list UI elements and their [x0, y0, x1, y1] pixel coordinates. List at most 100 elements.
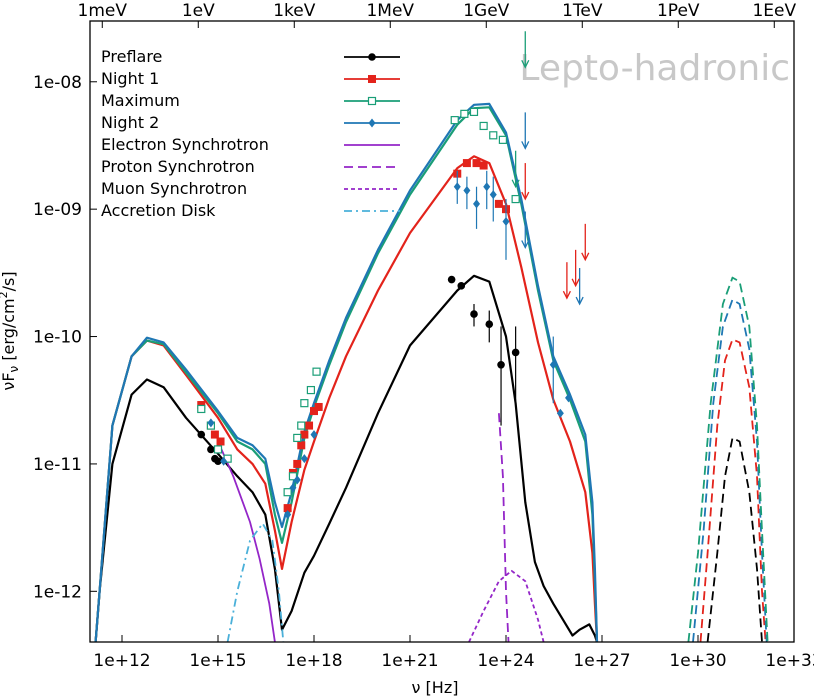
data-point-night-2 [300, 454, 308, 464]
legend-entry: Electron Synchrotron [101, 135, 400, 154]
data-point-night-1 [462, 159, 471, 168]
legend-label: Preflare [101, 47, 162, 66]
upper-limit-arrow [562, 262, 571, 300]
data-point-night-1 [479, 161, 488, 170]
data-point-night-1 [293, 459, 302, 468]
data-point-preflare [197, 430, 206, 439]
top-tick-label: 1eV [182, 1, 215, 21]
top-tick-label: 1MeV [366, 1, 414, 21]
y-tick-label: 1e-10 [33, 328, 82, 348]
data-point-maximum [283, 488, 292, 497]
curve-maximum-dashed [687, 276, 769, 642]
curve-muon-synchrotron-dotted [468, 569, 545, 642]
data-point-maximum [511, 194, 520, 204]
top-tick-label: 1EeV [752, 1, 796, 21]
x-tick-label: 1e+27 [573, 651, 630, 671]
upper-limit-arrow [521, 31, 530, 69]
upper-limit-arrow [575, 268, 584, 306]
upper-limit-arrow [521, 112, 530, 150]
top-tick-label: 1TeV [562, 1, 603, 21]
legend-entry: Maximum [101, 91, 400, 110]
data-point-night-2 [565, 393, 573, 403]
data-point-night-1 [297, 441, 306, 450]
x-tick-label: 1e+21 [381, 651, 438, 671]
upper-limit-arrow [511, 150, 520, 189]
legend-label: Accretion Disk [101, 201, 216, 220]
curve-electron-synchrotron-solid [217, 441, 276, 642]
x-tick-label: 1e+30 [669, 651, 726, 671]
data-point-maximum [469, 107, 479, 117]
data-point-night-2 [289, 483, 297, 493]
data-point-maximum [460, 109, 469, 118]
curve-preflare-dashed [706, 437, 763, 642]
curve-night-1-dashed [699, 338, 767, 642]
data-point-night-1 [216, 437, 225, 446]
data-point-maximum [479, 121, 488, 131]
y-tick-label: 1e-09 [33, 200, 82, 220]
data-point-maximum [213, 445, 223, 454]
data-point-preflare [470, 304, 478, 327]
data-point-night-1 [314, 402, 323, 411]
data-point-maximum [450, 116, 459, 125]
legend-label: Muon Synchrotron [101, 179, 247, 198]
data-point-night-2 [463, 176, 471, 210]
svg-text:νFν [erg/cm2/s]: νFν [erg/cm2/s] [0, 271, 21, 390]
legend-entry: Proton Synchrotron [101, 157, 400, 176]
data-point-night-2 [220, 456, 228, 466]
data-point-preflare [214, 457, 222, 466]
top-tick-label: 1PeV [657, 1, 700, 21]
x-tick-label: 1e+12 [93, 651, 150, 671]
curve-proton-synchrotron-dashed [498, 413, 510, 642]
data-point-night-1 [310, 407, 318, 416]
x-tick-label: 1e+18 [285, 651, 342, 671]
data-point-night-2 [473, 186, 481, 229]
legend-marker [368, 118, 376, 128]
x-tick-label: 1e+33 [765, 651, 814, 671]
measurement-points [197, 107, 573, 520]
model-curves [94, 102, 769, 642]
data-point-night-1 [210, 430, 219, 439]
data-point-maximum [489, 131, 498, 140]
y-tick-label: 1e-08 [33, 73, 82, 93]
legend-label: Maximum [101, 91, 180, 110]
legend-entry: Muon Synchrotron [101, 179, 400, 198]
data-point-night-1 [305, 421, 314, 430]
data-point-night-2 [453, 170, 461, 204]
watermark-label: Lepto-hadronic [519, 48, 790, 89]
axes: 1e+12 1e+15 1e+18 1e+21 1e+24 1e+27 1e+30 1e+33… [33, 1, 814, 671]
data-point-maximum [498, 135, 507, 144]
legend: Preflare Night 1 Maximum Night 2 Electron Sy… [101, 47, 400, 220]
data-point-night-2 [489, 176, 497, 222]
legend-entry: Night 2 [101, 113, 400, 132]
legend-label: Electron Synchrotron [101, 135, 269, 154]
upper-limit-arrow [521, 163, 530, 201]
curve-preflare-solid [94, 274, 599, 642]
data-point-night-1 [300, 430, 309, 439]
plot-frame [89, 20, 795, 643]
legend-marker [367, 96, 377, 106]
curve-night-2-dashed [692, 298, 768, 642]
data-point-maximum [300, 399, 309, 408]
upper-limit-arrows [511, 31, 590, 306]
data-point-maximum [197, 404, 206, 414]
top-tick-label: 1meV [78, 1, 128, 21]
legend-entry: Preflare [101, 47, 400, 66]
data-point-night-2 [502, 199, 510, 260]
data-point-night-2 [483, 170, 491, 210]
data-point-preflare [485, 310, 494, 343]
legend-label: Proton Synchrotron [101, 157, 255, 176]
legend-marker [368, 53, 376, 61]
legend-label: Night 2 [101, 113, 159, 132]
top-tick-label: 1GeV [463, 1, 509, 21]
x-tick-label: 1e+15 [189, 651, 246, 671]
legend-entry: Night 1 [101, 69, 400, 88]
data-point-maximum [293, 433, 302, 443]
y-axis-label: νFν [erg/cm2/s] [0, 271, 21, 390]
legend-label: Night 1 [101, 69, 159, 88]
data-point-night-2 [556, 408, 564, 418]
data-point-night-2 [293, 475, 301, 485]
top-tick-label: 1keV [273, 1, 316, 21]
data-point-night-2 [549, 336, 557, 404]
data-point-preflare [497, 326, 505, 426]
data-point-maximum [288, 472, 298, 481]
